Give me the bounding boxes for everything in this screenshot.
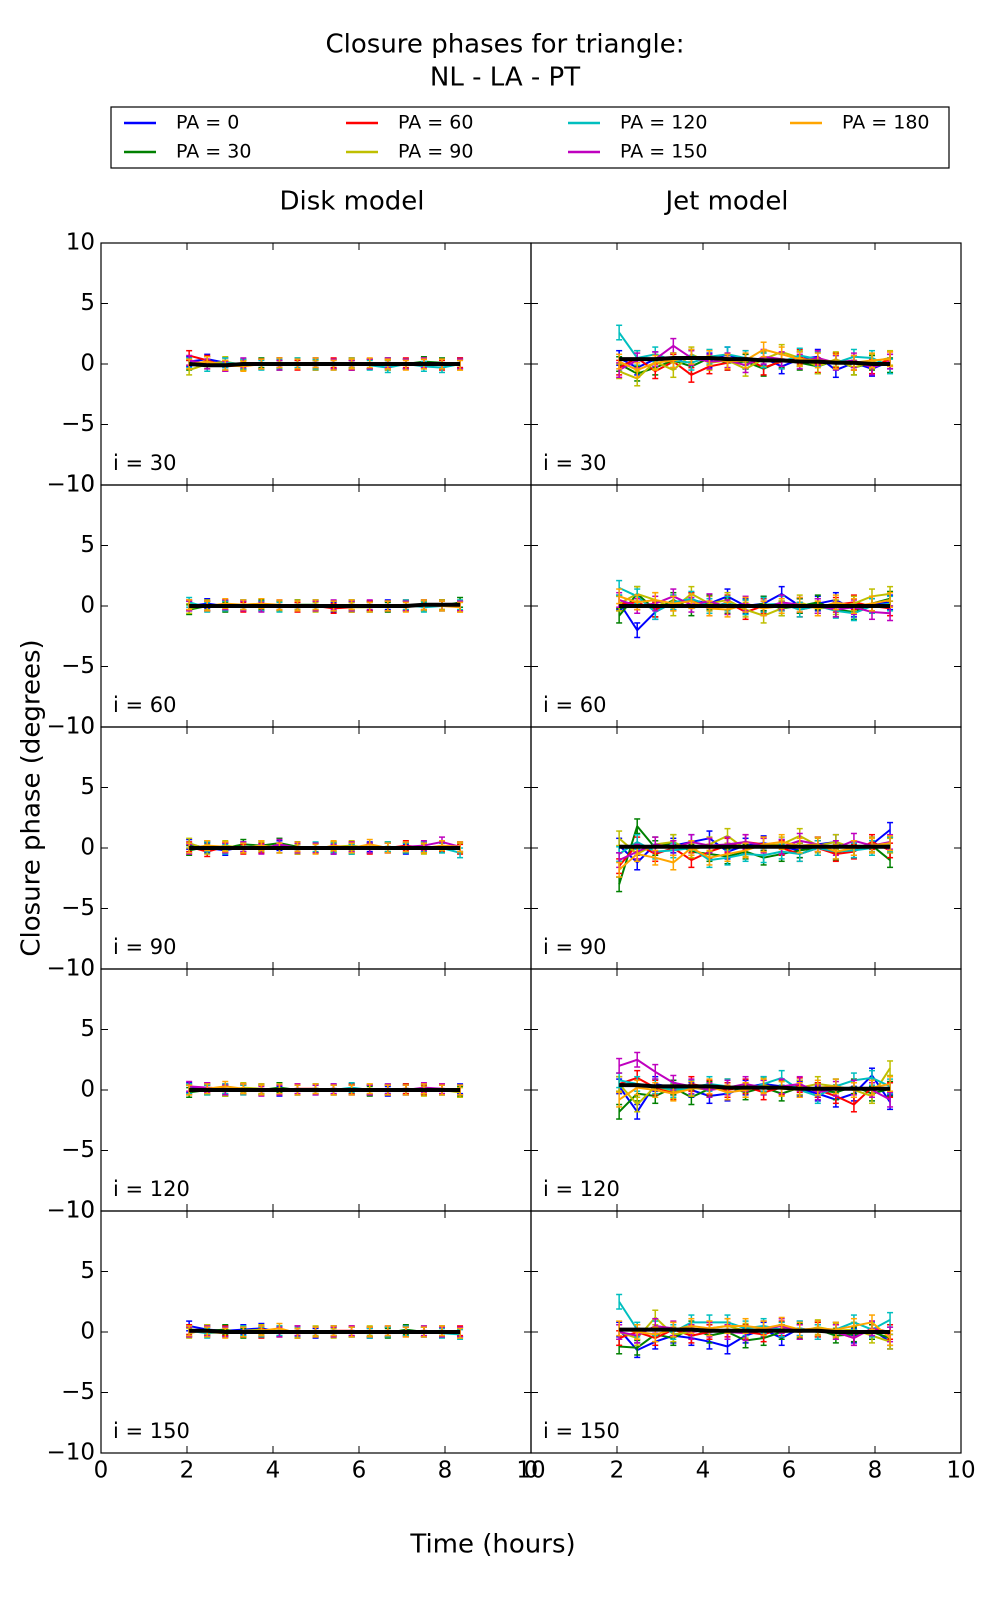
y-tick-label: 10 xyxy=(66,472,95,498)
y-tick-label: −5 xyxy=(61,1137,95,1163)
series xyxy=(619,355,891,366)
y-tick-label: −5 xyxy=(61,411,95,437)
series xyxy=(189,362,461,368)
panel-annotation: i = 90 xyxy=(543,935,607,959)
y-tick-label: 0 xyxy=(80,1077,95,1103)
panel-annotation: i = 60 xyxy=(543,693,607,717)
legend-label: PA = 180 xyxy=(842,112,930,134)
x-tick-label: 2 xyxy=(610,1458,625,1484)
series-line xyxy=(619,1083,891,1091)
x-tick-label: 0 xyxy=(524,1458,539,1484)
panel-annotation: i = 120 xyxy=(543,1177,620,1201)
column-title: Disk model xyxy=(279,187,424,217)
x-tick-label: 6 xyxy=(782,1458,797,1484)
y-tick-label: −10 xyxy=(46,1440,95,1466)
x-tick-label: 10 xyxy=(946,1458,975,1484)
y-tick-label: 5 xyxy=(80,1258,95,1284)
x-tick-label: 2 xyxy=(180,1458,195,1484)
panel-annotation: i = 150 xyxy=(543,1419,620,1443)
y-tick-label: 10 xyxy=(66,956,95,982)
x-tick-label: 4 xyxy=(266,1458,281,1484)
legend-label: PA = 30 xyxy=(176,141,251,163)
figure-title: Closure phases for triangle: xyxy=(326,30,685,60)
panel-annotation: i = 120 xyxy=(113,1177,190,1201)
series-line xyxy=(189,362,461,368)
y-tick-label: 10 xyxy=(66,1198,95,1224)
y-tick-label: 5 xyxy=(80,774,95,800)
error-bar xyxy=(616,324,623,341)
x-tick-label: 8 xyxy=(868,1458,883,1484)
legend-label: PA = 150 xyxy=(620,141,708,163)
figure-subtitle: NL - LA - PT xyxy=(430,63,580,93)
y-tick-label: 0 xyxy=(80,1319,95,1345)
y-tick-label: −5 xyxy=(61,1379,95,1405)
legend-label: PA = 60 xyxy=(398,112,473,134)
panel-annotation: i = 60 xyxy=(113,693,177,717)
y-tick-label: −10 xyxy=(46,472,95,498)
legend-label: PA = 0 xyxy=(176,112,239,134)
series xyxy=(616,1051,894,1108)
x-tick-label: 0 xyxy=(94,1458,109,1484)
series-line xyxy=(189,602,461,608)
legend-label: PA = 90 xyxy=(398,141,473,163)
series-line xyxy=(189,1328,461,1334)
y-tick-label: −5 xyxy=(61,653,95,679)
panel-annotation: i = 30 xyxy=(543,451,607,475)
y-tick-label: 0 xyxy=(80,351,95,377)
series-line xyxy=(619,355,891,366)
legend-label: PA = 120 xyxy=(620,112,708,134)
series xyxy=(189,1328,461,1334)
y-axis-label: Closure phase (degrees) xyxy=(17,639,47,956)
y-tick-label: −10 xyxy=(46,714,95,740)
panel-annotation: i = 150 xyxy=(113,1419,190,1443)
x-axis-label: Time (hours) xyxy=(409,1530,575,1560)
x-tick-label: 4 xyxy=(696,1458,711,1484)
x-tick-label: 8 xyxy=(438,1458,453,1484)
panel-annotation: i = 90 xyxy=(113,935,177,959)
series xyxy=(189,602,461,608)
column-title: Jet model xyxy=(663,187,788,217)
y-tick-label: 10 xyxy=(66,230,95,256)
y-tick-label: 0 xyxy=(80,593,95,619)
y-tick-label: 5 xyxy=(80,532,95,558)
y-tick-label: 10 xyxy=(66,714,95,740)
series-line xyxy=(618,840,891,862)
y-tick-label: 5 xyxy=(80,1016,95,1042)
x-tick-label: 6 xyxy=(352,1458,367,1484)
y-tick-label: −10 xyxy=(46,956,95,982)
y-tick-label: −5 xyxy=(61,895,95,921)
y-tick-label: 5 xyxy=(80,290,95,316)
legend-box xyxy=(110,106,950,169)
panel-annotation: i = 30 xyxy=(113,451,177,475)
y-tick-label: 0 xyxy=(80,835,95,861)
series xyxy=(619,1083,891,1091)
